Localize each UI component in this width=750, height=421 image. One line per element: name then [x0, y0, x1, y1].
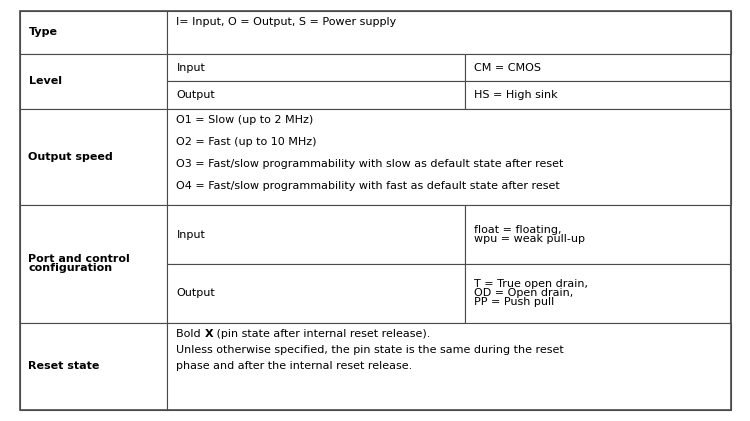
Text: Output: Output: [176, 90, 215, 100]
Text: O4 = Fast/slow programmability with fast as default state after reset: O4 = Fast/slow programmability with fast…: [176, 181, 560, 191]
Text: configuration: configuration: [28, 264, 112, 274]
Bar: [20, 109, 167, 205]
Text: Unless otherwise specified, the pin state is the same during the reset: Unless otherwise specified, the pin stat…: [176, 345, 564, 355]
Text: Bold: Bold: [176, 329, 205, 339]
Text: O2 = Fast (up to 10 MHz): O2 = Fast (up to 10 MHz): [176, 137, 317, 147]
Text: CM = CMOS: CM = CMOS: [473, 62, 541, 72]
Text: O1 = Slow (up to 2 MHz): O1 = Slow (up to 2 MHz): [176, 115, 314, 125]
Text: Level: Level: [28, 76, 62, 86]
Bar: [464, 81, 730, 109]
Bar: [167, 11, 730, 53]
Bar: [167, 264, 464, 322]
Text: Reset state: Reset state: [28, 361, 100, 371]
Text: (pin state after internal reset release).: (pin state after internal reset release)…: [213, 329, 430, 339]
Text: X: X: [205, 329, 213, 339]
Text: I= Input, O = Output, S = Power supply: I= Input, O = Output, S = Power supply: [176, 17, 397, 27]
Text: Input: Input: [176, 229, 206, 240]
Text: Output speed: Output speed: [28, 152, 113, 162]
Bar: [464, 205, 730, 264]
Bar: [167, 109, 730, 205]
Text: PP = Push pull: PP = Push pull: [473, 297, 554, 307]
Text: O3 = Fast/slow programmability with slow as default state after reset: O3 = Fast/slow programmability with slow…: [176, 159, 564, 169]
Text: Type: Type: [28, 27, 58, 37]
Text: T = True open drain,: T = True open drain,: [473, 280, 587, 289]
Bar: [464, 264, 730, 322]
Bar: [20, 53, 167, 109]
Bar: [20, 11, 167, 53]
Text: float = floating,: float = floating,: [473, 225, 561, 235]
Bar: [20, 205, 167, 322]
Text: wpu = weak pull-up: wpu = weak pull-up: [473, 234, 584, 244]
Text: phase and after the internal reset release.: phase and after the internal reset relea…: [176, 361, 413, 371]
Bar: [167, 322, 730, 410]
Bar: [20, 322, 167, 410]
Bar: [464, 53, 730, 81]
Bar: [167, 53, 464, 81]
Text: Output: Output: [176, 288, 215, 298]
Bar: [167, 81, 464, 109]
Text: OD = Open drain,: OD = Open drain,: [473, 288, 573, 298]
Text: Input: Input: [176, 62, 206, 72]
Text: HS = High sink: HS = High sink: [473, 90, 557, 100]
Text: Port and control: Port and control: [28, 254, 130, 264]
Bar: [167, 205, 464, 264]
